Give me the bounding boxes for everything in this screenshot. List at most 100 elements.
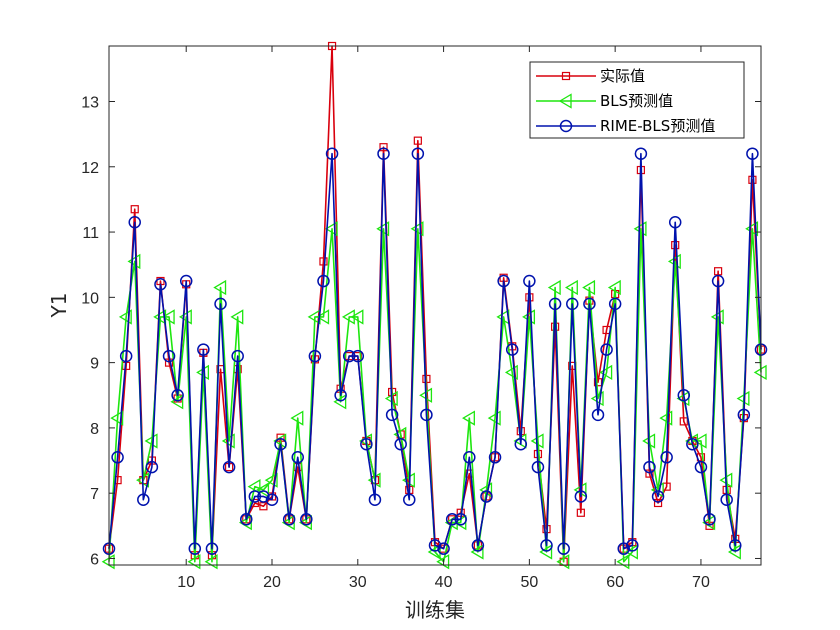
series-group [102, 147, 768, 555]
data-point [394, 437, 407, 451]
data-point [703, 513, 716, 526]
data-point [130, 205, 139, 214]
x-axis-label: 训练集 [405, 598, 465, 622]
data-point [497, 274, 510, 288]
data-point [264, 472, 278, 488]
data-point [643, 460, 656, 474]
legend-entry: BLS预测值 [536, 92, 673, 110]
data-point [548, 297, 562, 311]
data-point [111, 451, 124, 464]
data-point [617, 542, 630, 555]
data-point [231, 349, 244, 363]
data-point [607, 279, 621, 296]
legend-items: 实际值 BLS预测值 RIME-BLS预测值 [536, 67, 715, 135]
y-axis-label: Y1 [47, 293, 71, 319]
data-point [462, 410, 475, 426]
y-tick-label: 11 [82, 225, 99, 242]
data-point [660, 451, 673, 464]
data-point [653, 498, 663, 508]
data-point [222, 460, 236, 474]
data-point [161, 309, 175, 325]
data-point [300, 513, 313, 526]
data-point [333, 394, 347, 410]
data-point [256, 482, 270, 498]
data-point [582, 279, 596, 296]
data-point [170, 394, 184, 410]
data-point [118, 309, 132, 325]
x-tick-label: 70 [692, 574, 710, 591]
data-point [540, 539, 553, 552]
data-point [376, 221, 390, 237]
data-point [367, 472, 381, 488]
legend: 实际值 BLS预测值 RIME-BLS预测值 [529, 61, 745, 139]
data-point [385, 408, 399, 422]
data-point [325, 147, 339, 160]
data-point [316, 309, 330, 325]
x-tick-label: 40 [435, 574, 453, 591]
data-point [746, 147, 759, 160]
data-point [342, 349, 356, 363]
data-point [659, 410, 673, 426]
y-tick-label: 7 [90, 486, 99, 503]
legend-entry: RIME-BLS预测值 [536, 117, 715, 135]
data-point [360, 437, 373, 451]
data-point [197, 343, 210, 356]
data-point [679, 417, 688, 426]
data-point [230, 309, 244, 325]
data-point [274, 437, 287, 451]
data-point [566, 297, 579, 311]
data-point [574, 490, 588, 503]
data-point [600, 343, 613, 356]
data-point [128, 216, 141, 229]
data-point [240, 513, 253, 526]
y-tick-label: 6 [90, 551, 99, 568]
y-tick-label: 12 [81, 160, 99, 177]
data-point [633, 221, 647, 237]
data-point [576, 508, 585, 517]
data-point [645, 469, 654, 478]
data-point [214, 297, 227, 311]
data-point [162, 349, 176, 363]
data-point [319, 257, 328, 266]
data-point [257, 490, 270, 503]
data-point [188, 542, 202, 555]
series-line [108, 152, 762, 550]
data-point [711, 274, 725, 288]
y-tick-label: 9 [90, 356, 99, 373]
data-point [153, 309, 167, 325]
data-point [686, 437, 699, 451]
data-point [694, 460, 708, 474]
data-point [445, 513, 459, 526]
data-point [668, 216, 682, 229]
data-point [144, 433, 158, 449]
data-point [341, 309, 355, 325]
data-point [599, 364, 613, 381]
data-point [625, 544, 638, 560]
x-tick-label: 60 [606, 574, 624, 591]
legend-label: RIME-BLS预测值 [600, 117, 715, 135]
legend-marker [561, 71, 571, 81]
data-point [471, 539, 485, 552]
data-point [437, 542, 450, 555]
legend-entry: 实际值 [536, 67, 645, 85]
data-point [539, 544, 553, 560]
data-point [290, 410, 304, 426]
y-tick-label: 10 [81, 290, 99, 307]
data-point [505, 343, 519, 356]
data-point [377, 147, 390, 160]
legend-label: BLS预测值 [600, 92, 673, 110]
data-point [145, 460, 159, 474]
data-point [179, 274, 193, 288]
data-point [413, 136, 422, 145]
data-point [127, 253, 141, 270]
data-point [317, 274, 330, 288]
data-point [411, 147, 425, 160]
ticks-layer: 10 20 30 40 50 60 70 6 7 8 9 10 11 12 13 [81, 46, 761, 591]
data-point [693, 433, 707, 449]
data-point [677, 389, 691, 402]
data-point [488, 451, 502, 464]
data-point [523, 274, 536, 288]
data-point [119, 349, 133, 363]
data-point [583, 297, 596, 311]
x-tick-label: 20 [263, 574, 281, 591]
